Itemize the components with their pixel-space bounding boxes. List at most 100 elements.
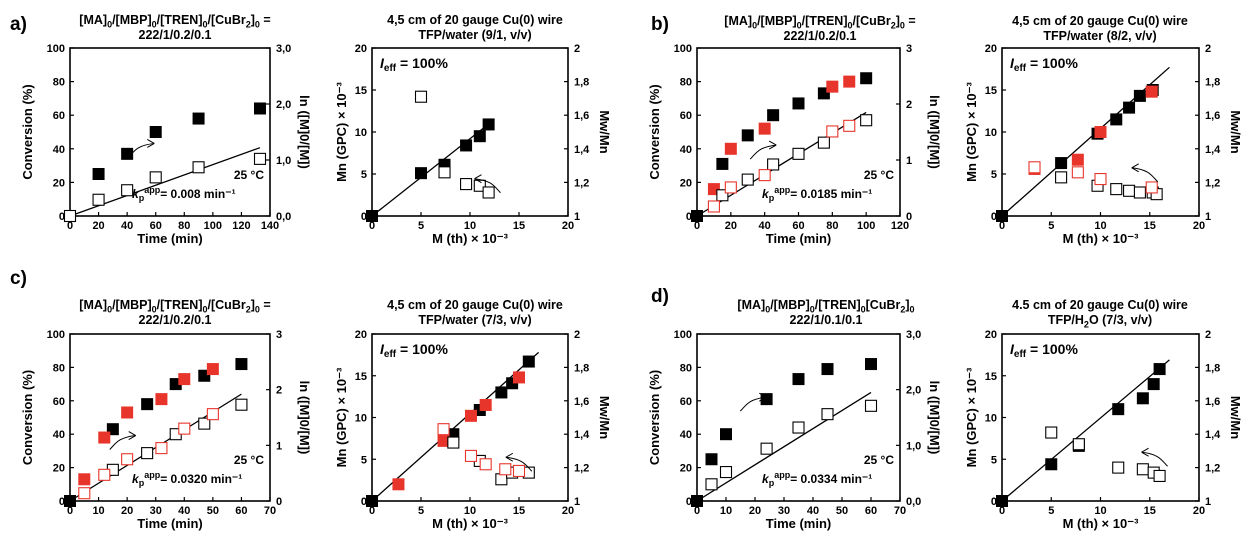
y-tick-label: 40 [53,429,65,441]
data-point [1110,113,1123,126]
arrow-indicator [1131,167,1159,183]
y2-tick-label: 1,2 [1205,463,1220,475]
data-point [392,478,405,491]
data-point [495,473,508,486]
y2-tick-label: 1,6 [574,110,589,122]
y2-tick-label: 1 [574,496,580,508]
arrow-head [474,174,482,184]
data-point [366,495,378,507]
data-point [691,210,703,222]
panel-label-c: c) [10,268,27,289]
data-point [792,373,805,386]
data-point [767,109,780,122]
y-tick-label: 15 [355,85,367,97]
x-tick-label: 20 [562,220,574,232]
x-tick-label: 70 [894,505,906,517]
data-point [760,442,773,455]
y-tick-label: 100 [674,329,692,341]
data-point [106,423,119,436]
data-point [1045,426,1058,439]
x-tick-label: 5 [1048,220,1054,232]
data-point [1072,438,1085,451]
data-point [437,423,450,436]
data-point [198,417,211,430]
data-point [1123,184,1136,197]
y2-tick-label: 1 [1205,211,1211,223]
conditions-d-left: [MA]0/[MBP]0/[TREN]0[CuBr2]0 222/1/0.1/0.… [706,298,946,328]
data-point [522,355,535,368]
conditions-c-right: 4,5 cm of 20 gauge Cu(0) wire TFP/water (… [370,298,580,328]
data-point [460,178,473,191]
y-tick-label: 20 [53,463,65,475]
data-point [1055,171,1068,184]
data-point [720,428,732,441]
x-tick-label: 120 [891,220,909,232]
x-tick-label: 30 [778,505,790,517]
x-axis-title: M (th) × 10⁻³ [432,516,509,531]
data-point [1133,89,1146,102]
x-tick-label: 70 [264,505,276,517]
data-point [1145,85,1158,98]
data-point [479,398,492,411]
data-point [121,406,134,419]
data-point [705,453,718,466]
y-tick-label: 5 [991,454,997,466]
data-point [864,399,878,412]
plot-frame [69,333,271,502]
data-point [192,112,205,125]
y-tick-label: 0 [59,496,65,508]
x-tick-label: 50 [836,505,848,517]
x-tick-label: 140 [261,220,279,232]
condition-line: [MA]0/[MBP]0/[TREN]0/[CuBr2]0 = [79,298,271,315]
data-point [1071,153,1084,166]
data-point [366,210,378,222]
data-point [741,173,754,186]
data-point [860,72,873,85]
data-point [1045,458,1058,471]
ieff-label: Ieff = 100% [1010,341,1078,360]
arrow-head [505,452,514,462]
y-tick-label: 20 [355,329,367,341]
data-point [860,114,873,127]
y-tick-label: 10 [355,127,367,139]
data-point [1136,392,1149,405]
condition-line: 222/1/0.2/0.1 [783,29,857,43]
arrow-head [1141,447,1149,457]
x-tick-label: 30 [150,505,162,517]
y-tick-label: 20 [985,43,997,55]
y2-tick-label: 3 [906,43,912,55]
x-axis-title: M (th) × 10⁻³ [432,231,509,246]
y-tick-label: 15 [985,85,997,97]
kapp-label: kpapp= 0.008 min⁻¹ [132,185,236,203]
data-point [155,393,168,406]
data-point [1136,463,1149,476]
kapp-label: kpapp= 0.0334 min⁻¹ [762,470,872,488]
x-axis-title: M (th) × 10⁻³ [1063,516,1140,531]
conditions-b-right: 4,5 cm of 20 gauge Cu(0) wire TFP/water (… [985,14,1215,44]
y-tick-label: 0 [59,211,65,223]
y-axis-title: Mn (GPC) × 10⁻³ [334,81,349,181]
y-tick-label: 40 [680,429,692,441]
y2-tick-label: 2,0 [276,99,291,111]
y-tick-label: 5 [361,169,367,181]
y2-tick-label: 2 [1205,329,1211,341]
ieff-label: Ieff = 100% [1010,55,1078,74]
x-tick-label: 10 [1094,505,1106,517]
y2-tick-label: 1,2 [574,177,589,189]
x-tick-label: 60 [235,505,247,517]
y2-tick-label: 2 [906,99,912,111]
y-tick-label: 100 [47,329,65,341]
y-tick-label: 10 [985,127,997,139]
x-tick-label: 5 [418,505,424,517]
x-tick-label: 20 [121,505,133,517]
y2-tick-label: 1,8 [574,77,589,89]
y2-tick-label: 2 [276,385,282,397]
kapp-label: kpapp= 0.0320 min⁻¹ [132,470,242,488]
data-point [1153,363,1166,376]
data-point [178,373,191,386]
y-tick-label: 60 [53,110,65,122]
condition-line: 222/1/0.2/0.1 [138,28,212,42]
data-point [415,167,427,180]
x-tick-label: 40 [121,220,133,232]
y-tick-label: 80 [680,362,692,374]
